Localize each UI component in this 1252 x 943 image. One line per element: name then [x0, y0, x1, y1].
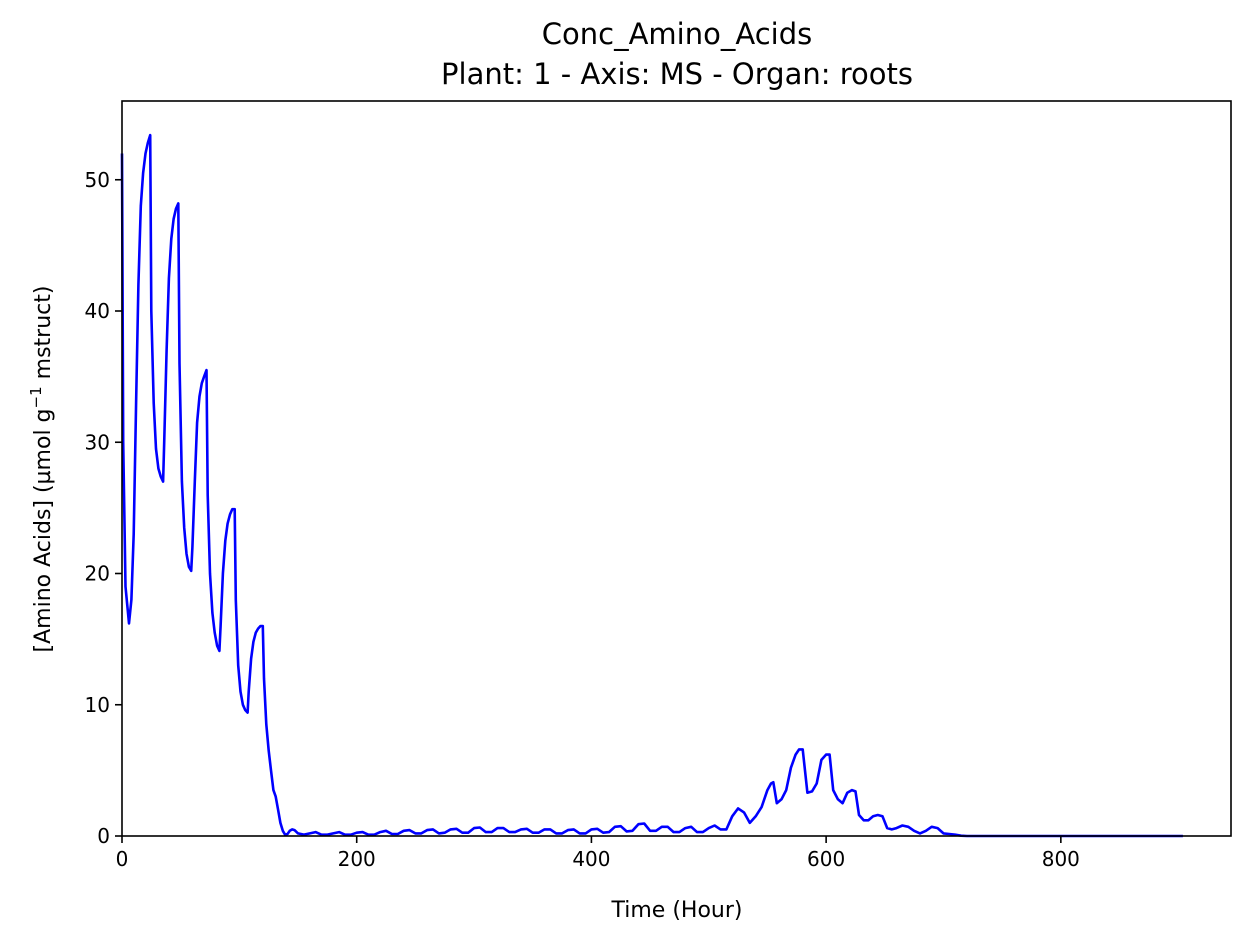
y-tick-label: 40 — [85, 299, 110, 323]
x-tick-label: 600 — [807, 847, 845, 871]
x-tick-label: 400 — [572, 847, 610, 871]
x-tick-label: 0 — [116, 847, 129, 871]
x-axis: 0 200 400 600 800 — [116, 836, 1080, 871]
x-tick-label: 800 — [1042, 847, 1080, 871]
y-tick-label: 50 — [85, 168, 110, 192]
y-tick-label: 10 — [85, 693, 110, 717]
axes-frame — [121, 100, 1232, 837]
chart-title: Conc_Amino_Acids — [542, 17, 812, 51]
chart-subtitle: Plant: 1 - Axis: MS - Organ: roots — [441, 57, 913, 91]
y-axis-label: [Amino Acids] (µmol g−1 mstruct) — [27, 286, 56, 653]
y-axis-label-unit: mstruct) — [31, 286, 56, 387]
series-line — [120, 133, 1183, 838]
y-axis-label-main: [Amino Acids] (µmol g — [31, 408, 56, 652]
x-axis-label: Time (Hour) — [611, 898, 743, 923]
y-tick-label: 0 — [97, 824, 110, 848]
y-tick-label: 20 — [85, 562, 110, 586]
plot-area — [120, 133, 1183, 838]
y-axis: 0 10 20 30 40 50 — [85, 168, 122, 848]
y-tick-label: 30 — [85, 430, 110, 454]
x-tick-label: 200 — [338, 847, 376, 871]
y-axis-label-superscript: −1 — [27, 386, 45, 408]
